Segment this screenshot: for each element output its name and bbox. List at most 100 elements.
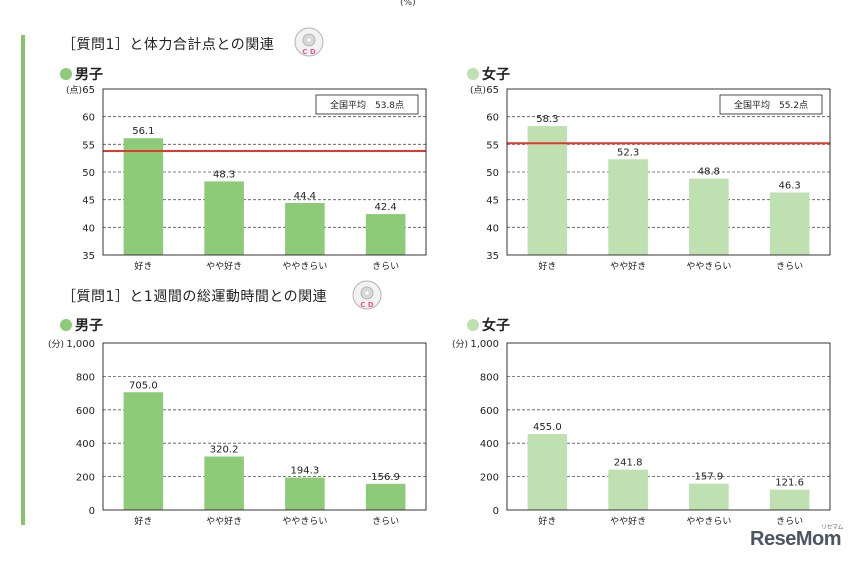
data-label: 56.1 bbox=[132, 126, 154, 137]
data-label: 44.4 bbox=[294, 191, 316, 202]
y-tick-label: 55 bbox=[486, 140, 499, 151]
bar bbox=[769, 192, 810, 255]
bar bbox=[608, 469, 648, 510]
data-label: 121.6 bbox=[775, 478, 804, 489]
male-dot-icon bbox=[60, 68, 72, 80]
average-label: 全国平均 55.2点 bbox=[734, 99, 808, 111]
data-label: 156.9 bbox=[371, 472, 400, 483]
y-tick-label: 40 bbox=[82, 223, 95, 234]
y-tick-label: 1,000 bbox=[470, 339, 499, 350]
bar bbox=[527, 434, 568, 510]
y-tick-label: 400 bbox=[480, 439, 499, 450]
x-tick-label: やや好き bbox=[206, 260, 242, 272]
y-tick-label: 50 bbox=[486, 168, 499, 179]
data-label: 455.0 bbox=[533, 422, 562, 433]
data-label: 48.3 bbox=[213, 169, 235, 180]
unit-label: (分) bbox=[48, 339, 64, 350]
bar bbox=[769, 489, 810, 510]
data-label: 320.2 bbox=[210, 445, 239, 456]
watermark-text: ReseMom bbox=[750, 528, 841, 550]
x-tick-label: ややきらい bbox=[686, 516, 731, 527]
y-tick-label: 60 bbox=[82, 113, 95, 124]
gender-label-male-time: 男子 bbox=[60, 315, 103, 335]
plot-frame bbox=[506, 88, 831, 256]
y-tick-label: 800 bbox=[76, 372, 95, 383]
x-tick-label: ややきらい bbox=[282, 261, 327, 272]
gender-label-male-score: 男子 bbox=[60, 64, 103, 84]
data-label: 705.0 bbox=[129, 380, 158, 391]
bar bbox=[123, 138, 164, 255]
resemom-logo: ReseMom リセマム bbox=[750, 525, 843, 551]
bar bbox=[285, 202, 325, 255]
x-tick-label: きらい bbox=[372, 261, 399, 272]
x-tick-label: きらい bbox=[776, 261, 803, 272]
x-tick-label: 好き bbox=[134, 260, 152, 272]
bar bbox=[204, 181, 244, 255]
male-dot-icon bbox=[60, 319, 72, 331]
y-tick-label: 55 bbox=[82, 140, 95, 151]
y-tick-label: 40 bbox=[486, 223, 499, 234]
bar bbox=[365, 483, 406, 510]
percent-unit-label: (%) bbox=[400, 0, 416, 8]
data-label: 241.8 bbox=[614, 458, 643, 469]
data-label: 157.9 bbox=[695, 472, 724, 483]
gender-label-female-score: 女子 bbox=[467, 64, 510, 84]
data-label: 42.4 bbox=[374, 202, 396, 213]
y-tick-label: 0 bbox=[89, 506, 95, 517]
bar bbox=[689, 483, 729, 510]
y-tick-label: 45 bbox=[82, 196, 95, 207]
plot-frame bbox=[506, 342, 831, 511]
cd-icon-label: C D bbox=[360, 301, 374, 309]
average-label: 全国平均 53.8点 bbox=[330, 99, 404, 111]
section-title-total-score: ［質問1］と体力合計点との関連 bbox=[62, 37, 275, 53]
y-tick-label: 65 bbox=[486, 85, 499, 96]
data-label: 48.8 bbox=[698, 167, 720, 178]
section-title-exercise-time: ［質問1］と1週間の総運動時間との関連 bbox=[62, 289, 328, 305]
gender-text: 男子 bbox=[75, 318, 103, 334]
data-label: 52.3 bbox=[617, 147, 639, 158]
y-tick-label: 35 bbox=[486, 251, 499, 262]
unit-label: (点) bbox=[66, 85, 82, 96]
x-tick-label: 好き bbox=[134, 515, 152, 527]
y-tick-label: 60 bbox=[486, 113, 499, 124]
bar bbox=[608, 159, 648, 255]
section-accent-bar bbox=[21, 35, 25, 525]
data-label: 46.3 bbox=[778, 180, 800, 191]
x-tick-label: きらい bbox=[776, 516, 803, 527]
y-tick-label: 35 bbox=[82, 251, 95, 262]
cd-icon[interactable]: C D bbox=[352, 280, 382, 310]
data-label: 194.3 bbox=[291, 466, 320, 477]
y-tick-label: 600 bbox=[76, 406, 95, 417]
watermark-small-text: リセマム bbox=[820, 525, 844, 531]
x-tick-label: ややきらい bbox=[686, 261, 731, 272]
unit-label: (点) bbox=[470, 85, 486, 96]
data-label: 58.3 bbox=[536, 114, 558, 125]
x-tick-label: やや好き bbox=[610, 260, 646, 272]
y-tick-label: 200 bbox=[76, 473, 95, 484]
x-tick-label: やや好き bbox=[610, 515, 646, 527]
y-tick-label: 1,000 bbox=[66, 339, 95, 350]
bar bbox=[285, 477, 325, 510]
y-tick-label: 400 bbox=[76, 439, 95, 450]
y-tick-label: 600 bbox=[480, 406, 499, 417]
gender-text: 女子 bbox=[482, 318, 510, 334]
y-tick-label: 800 bbox=[480, 372, 499, 383]
bar bbox=[365, 214, 406, 255]
gender-text: 男子 bbox=[75, 67, 103, 83]
bar bbox=[204, 456, 244, 510]
cd-icon[interactable]: C D bbox=[294, 27, 324, 57]
bar bbox=[123, 392, 164, 510]
plot-frame bbox=[102, 342, 427, 511]
y-tick-label: 45 bbox=[486, 196, 499, 207]
y-tick-label: 200 bbox=[480, 473, 499, 484]
y-tick-label: 65 bbox=[82, 85, 95, 96]
x-tick-label: 好き bbox=[538, 515, 556, 527]
female-dot-icon bbox=[467, 68, 479, 80]
cd-icon-label: C D bbox=[302, 48, 316, 56]
female-dot-icon bbox=[467, 319, 479, 331]
average-box bbox=[719, 94, 823, 115]
